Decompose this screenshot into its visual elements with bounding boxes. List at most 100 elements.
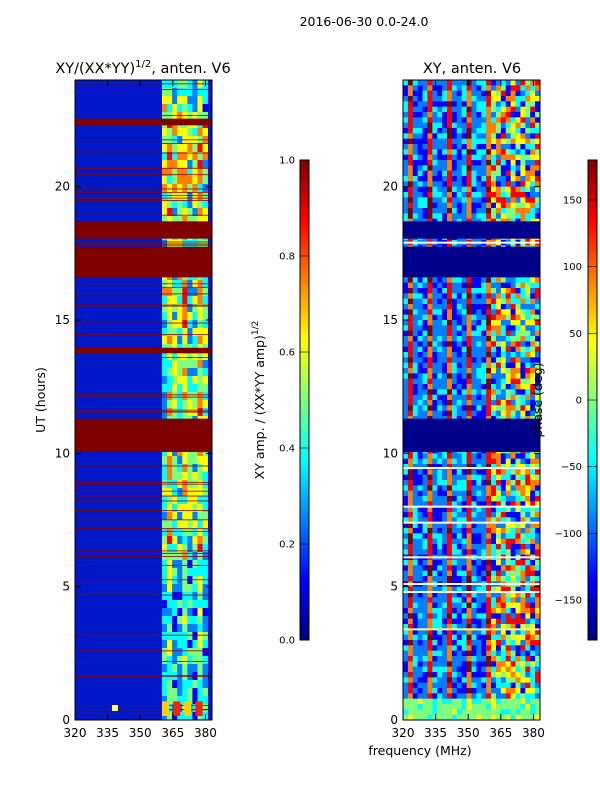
left-heatmap-cell — [167, 184, 173, 193]
right-heatmap-cell — [456, 336, 463, 342]
right-heatmap-cell — [456, 330, 463, 337]
left-heatmap-cell — [172, 392, 178, 401]
right-heatmap-cell — [442, 490, 448, 497]
right-heatmap-cell — [500, 501, 507, 507]
right-heatmap-cell — [451, 144, 458, 150]
right-heatmap-cell — [481, 138, 487, 145]
right-heatmap-cell — [500, 112, 507, 118]
right-heatmap-cell — [407, 709, 414, 715]
left-heatmap-streak — [75, 192, 212, 194]
left-heatmap-cell — [187, 464, 193, 473]
right-heatmap-cell — [486, 458, 492, 465]
right-heatmap-cell — [481, 544, 487, 550]
left-heatmap-cell — [187, 584, 193, 593]
right-heatmap-cell — [471, 314, 477, 321]
right-heatmap-cell — [515, 138, 521, 145]
right-heatmap-cell — [535, 506, 541, 513]
right-heatmap-cell — [535, 624, 541, 630]
right-heatmap-cell — [510, 666, 516, 673]
right-heatmap-cell — [412, 501, 418, 507]
right-heatmap-cell — [447, 298, 453, 305]
right-heatmap-cell — [451, 677, 458, 683]
right-heatmap-cell — [412, 533, 418, 539]
right-heatmap-cell — [515, 709, 521, 715]
left-heatmap-cell — [182, 400, 188, 409]
right-heatmap-cell — [486, 288, 492, 294]
left-heatmap-cell — [192, 320, 198, 329]
right-heatmap-cell — [412, 688, 418, 694]
right-heatmap-cell — [427, 389, 433, 395]
right-heatmap-cell — [505, 560, 511, 566]
left-heatmap-cell — [197, 104, 203, 113]
right-heatmap-cell — [456, 501, 463, 507]
right-heatmap-cell — [456, 640, 463, 646]
left-heatmap-cell — [177, 104, 183, 113]
right-heatmap-cell — [451, 688, 458, 694]
right-heatmap-cell — [432, 496, 438, 502]
right-heatmap-cell — [481, 101, 487, 107]
right-heatmap-cell — [530, 645, 536, 651]
right-heatmap-cell — [495, 90, 502, 97]
right-heatmap-cell — [412, 453, 418, 459]
right-heatmap-cell — [515, 165, 521, 171]
right-heatmap-cell — [525, 538, 531, 545]
right-heatmap-cell — [447, 672, 453, 678]
right-heatmap-cell — [432, 149, 438, 155]
right-heatmap-cell — [432, 661, 438, 667]
right-heatmap-cell — [476, 170, 482, 177]
left-heatmap-cell — [182, 128, 188, 137]
right-heatmap-cell — [422, 618, 428, 625]
right-heatmap-cell — [500, 714, 507, 721]
left-heatmap-streak — [75, 188, 212, 190]
left-colorbar-ticks: 0.00.20.40.60.81.0 — [279, 156, 309, 647]
right-heatmap-cell — [491, 133, 497, 139]
right-heatmap-cell — [427, 469, 433, 475]
left-heatmap-cell — [172, 656, 178, 665]
right-heatmap-cell — [525, 325, 531, 331]
right-heatmap-cell — [500, 309, 507, 315]
right-heatmap-cell — [417, 474, 423, 481]
right-heatmap-cell — [417, 357, 423, 363]
right-heatmap-cell — [530, 122, 536, 129]
right-heatmap-cell — [486, 645, 492, 651]
right-heatmap-cell — [432, 517, 438, 523]
right-heatmap-cell — [530, 560, 536, 566]
left-heatmap-cell — [182, 568, 188, 577]
right-heatmap-cell — [466, 586, 472, 593]
right-heatmap-cell — [403, 101, 409, 107]
left-heatmap-cell — [197, 632, 203, 641]
left-heatmap-cell — [197, 352, 203, 361]
right-heatmap-cell — [427, 149, 433, 155]
right-heatmap-cell — [427, 122, 433, 129]
right-heatmap-cell — [456, 458, 463, 465]
right-heatmap-cell — [451, 682, 458, 689]
right-heatmap-cell — [466, 288, 472, 294]
right-heatmap-cell — [486, 602, 492, 609]
right-heatmap-cell — [422, 352, 428, 358]
left-heatmap-cell — [192, 616, 198, 625]
right-heatmap-cell — [525, 160, 531, 166]
right-heatmap-cell — [530, 597, 536, 603]
right-heatmap-cell — [451, 309, 458, 315]
right-heatmap-cell — [471, 517, 477, 523]
left-heatmap-cell — [177, 520, 183, 529]
right-heatmap-cell — [486, 298, 492, 305]
right-heatmap-cell — [515, 576, 521, 582]
right-heatmap-cell — [437, 464, 443, 470]
right-heatmap-cell — [495, 693, 502, 699]
right-heatmap-cell — [417, 709, 423, 715]
right-heatmap-cell — [491, 469, 497, 475]
left-heatmap-cell — [187, 320, 193, 329]
right-heatmap-cell — [461, 656, 467, 662]
right-heatmap-cell — [403, 576, 409, 582]
right-heatmap-cell — [437, 453, 443, 459]
right-heatmap-cell — [520, 160, 526, 166]
left-heatmap-cell — [192, 496, 198, 505]
right-heatmap-cell — [486, 368, 492, 374]
right-heatmap-cell — [491, 565, 497, 571]
right-heatmap-cell — [442, 586, 448, 593]
right-heatmap-cell — [515, 154, 521, 161]
right-heatmap-cell — [447, 490, 453, 497]
right-heatmap-cell — [500, 128, 507, 134]
